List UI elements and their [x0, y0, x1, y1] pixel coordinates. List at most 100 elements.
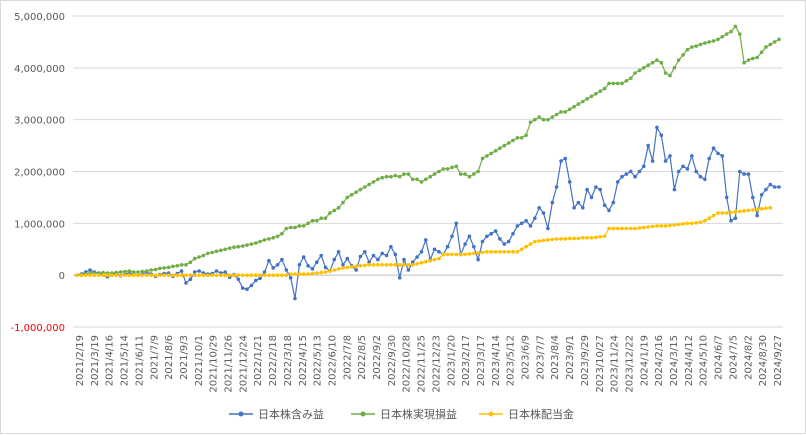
data-point — [384, 174, 389, 179]
data-point — [738, 209, 742, 214]
data-point — [254, 241, 258, 245]
data-point — [419, 260, 424, 265]
data-point — [733, 216, 738, 220]
y-tick-label: 2,000,000 — [14, 168, 65, 179]
data-point — [288, 272, 293, 276]
gridlines — [73, 15, 783, 328]
data-point — [110, 273, 114, 278]
data-point — [445, 244, 450, 249]
data-point — [437, 256, 441, 261]
data-point — [363, 250, 367, 254]
x-tick-label: 2023/12/22 — [624, 335, 635, 393]
data-point — [716, 37, 720, 42]
data-point — [432, 257, 437, 262]
data-point — [262, 270, 267, 274]
data-point — [380, 175, 385, 180]
data-point — [415, 177, 419, 182]
data-point — [267, 237, 271, 241]
data-point — [384, 263, 389, 267]
data-point — [511, 231, 515, 236]
data-point — [746, 58, 751, 62]
data-point — [594, 92, 598, 96]
data-point — [694, 169, 698, 174]
data-point — [437, 250, 441, 254]
data-point — [358, 264, 363, 268]
data-point — [219, 248, 223, 253]
data-point — [506, 239, 511, 244]
data-point — [371, 263, 376, 267]
data-point — [572, 104, 576, 109]
data-point — [236, 277, 241, 282]
data-point — [345, 256, 350, 261]
x-tick-label: 2021/10/1 — [194, 335, 205, 386]
data-point — [650, 159, 655, 163]
data-point — [467, 252, 472, 256]
data-point — [681, 164, 685, 169]
data-point — [219, 273, 223, 278]
data-point — [676, 169, 681, 174]
data-point — [297, 263, 302, 267]
data-point — [629, 169, 633, 174]
data-point — [332, 268, 337, 272]
data-point — [485, 154, 489, 158]
data-point — [371, 253, 376, 258]
data-point — [153, 267, 158, 272]
data-point — [576, 102, 581, 106]
data-point — [607, 208, 611, 213]
data-point — [389, 263, 393, 267]
data-point — [554, 185, 559, 189]
data-point — [271, 266, 276, 270]
data-point — [367, 182, 371, 187]
x-tick-label: 2021/8/6 — [164, 335, 175, 380]
legend-label: 日本株配当金 — [508, 407, 574, 421]
data-point — [589, 94, 594, 99]
data-point — [349, 265, 354, 269]
data-point — [310, 218, 315, 223]
data-point — [528, 224, 533, 228]
data-point — [424, 259, 428, 264]
data-point — [698, 42, 703, 47]
data-point — [323, 270, 328, 274]
x-tick-label: 2021/7/9 — [149, 335, 160, 380]
data-point — [179, 263, 184, 267]
x-tick-label: 2022/11/25 — [417, 335, 428, 393]
data-point — [602, 234, 607, 239]
data-point — [646, 225, 650, 229]
data-point — [432, 247, 437, 252]
data-point — [171, 273, 175, 278]
data-point — [145, 269, 149, 273]
data-point — [397, 263, 402, 267]
data-point — [642, 66, 646, 70]
data-point — [349, 193, 354, 197]
data-point — [458, 252, 463, 257]
data-point — [88, 268, 92, 272]
data-point — [367, 260, 371, 265]
data-point — [676, 58, 681, 62]
data-point — [633, 226, 637, 231]
data-point — [519, 247, 524, 252]
y-tick-label: 3,000,000 — [14, 116, 65, 127]
data-point — [506, 141, 511, 145]
data-point — [646, 63, 650, 67]
legend-swatch-marker — [238, 411, 244, 417]
data-point — [554, 237, 559, 241]
x-tick-label: 2022/7/8 — [342, 335, 353, 380]
data-point — [694, 44, 698, 48]
data-point — [681, 222, 685, 226]
data-point — [646, 143, 650, 148]
data-point — [410, 260, 415, 265]
data-point — [655, 224, 659, 228]
data-point — [140, 269, 145, 274]
data-point — [463, 252, 467, 257]
data-point — [319, 216, 324, 220]
data-point — [742, 209, 746, 213]
data-point — [380, 263, 385, 267]
x-tick-label: 2021/2/19 — [75, 335, 86, 386]
x-tick-label: 2023/2/17 — [461, 335, 472, 386]
data-point — [611, 200, 616, 205]
data-point — [354, 268, 358, 272]
data-point — [541, 238, 546, 243]
data-point — [685, 221, 690, 226]
data-point — [363, 263, 367, 268]
